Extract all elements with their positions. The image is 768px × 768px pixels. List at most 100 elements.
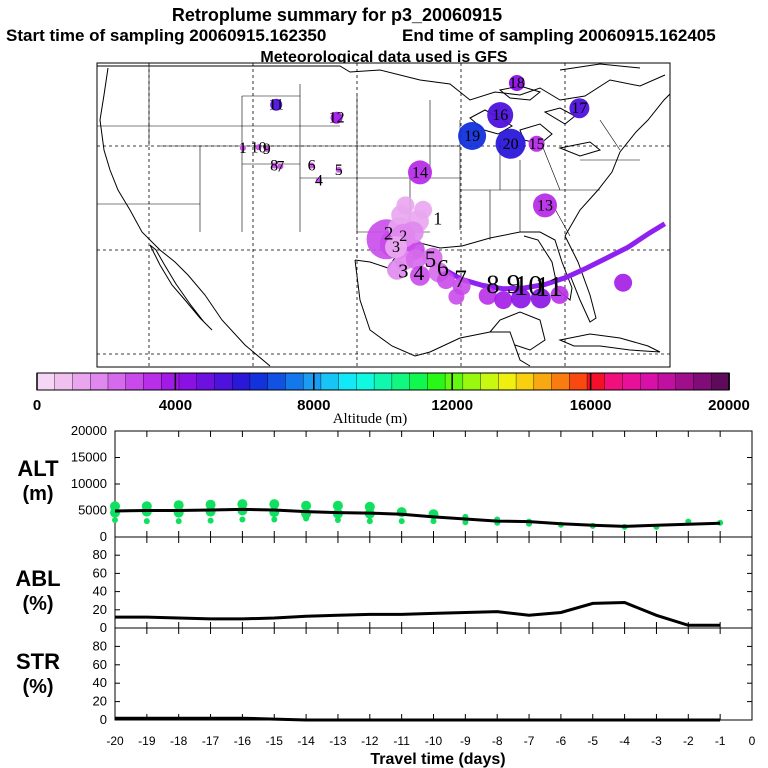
x-tick-label: -17 [202,734,220,748]
panel-alt: ALT (m) 0 5000 10000 15000 20000 [17,423,753,544]
alt-point [175,518,182,525]
y-tick-label: 20000 [71,423,107,438]
map-coastlines [97,63,671,367]
x-tick-label: -10 [425,734,443,748]
plume-circle [495,128,526,159]
plume-day-label-main: 11 [535,271,563,303]
alt-point [366,518,373,525]
alt-point [271,516,278,523]
plume-day-label-main: 8 [486,269,499,299]
colorbar-cell [551,372,571,391]
panel-abl: ABL (%) 0 20 40 60 80 [15,536,753,635]
colorbar-cell [178,372,198,391]
plume-day-label: 2 [399,228,407,245]
x-tick-label: -8 [492,734,503,748]
plume-day-label-main: 4 [414,261,425,285]
colorbar-cell [391,372,411,391]
x-tick-label: -18 [170,734,188,748]
plume-day-label-main: 10 [514,270,543,302]
series-line [115,716,721,722]
colorbar-tick-label: 12000 [431,397,473,414]
figure-title: Retroplume summary for p3_20060915 [172,5,502,25]
colorbar-cell [214,372,233,391]
panel-ylabel-line: (m) [22,483,53,505]
plume-circle [405,249,426,270]
panel-ylabel: ABL (%) [15,566,60,615]
plume-day-label: 7 [276,158,284,175]
plume-circle [263,146,270,152]
plume-day-label: 10 [251,139,267,156]
plume-day-label-main: 1 [433,209,442,229]
plume-day-label: 13 [537,197,553,214]
colorbar-cell [267,372,287,391]
y-tick-label: 20 [93,694,107,709]
colorbar-cell [427,372,446,391]
plume-circle [530,288,551,309]
plume-circle [396,196,415,215]
plume-circles [239,75,633,310]
y-tick-label: 10000 [71,476,107,491]
plume-circle [448,288,465,305]
panel-ylabel-line: STR [16,649,60,674]
x-tick-label: -5 [587,734,598,748]
plume-day-label-main: 3 [398,261,408,283]
alt-point [205,499,216,510]
plume-circle [270,98,283,111]
panel-ylabel-line: (%) [22,676,53,698]
colorbar-cell [462,372,482,391]
alt-point [173,500,184,511]
panel-ylabel-line: (%) [22,593,53,615]
x-tick-label: -14 [297,734,315,748]
y-tick-label: 0 [100,712,107,727]
colorbar-cell [107,372,127,391]
colorbar-cell [586,372,606,391]
plume-circle [478,286,497,305]
alt-mean-line [114,507,721,528]
plume-day-label-main: 6 [437,256,449,282]
colorbar-cell [604,372,624,391]
plume-day-label-main: 7 [454,266,467,293]
plume-circle [528,135,545,152]
colorbar-cell [444,372,464,391]
colorbar-cell [711,372,730,391]
colorbar-cell [693,372,713,391]
y-tick-label: 80 [93,638,107,653]
alt-point [301,500,312,511]
x-tick-label: -16 [234,734,252,748]
panel-frame [114,627,753,721]
colorbar-cell [480,372,500,391]
colorbar-cell [640,372,659,391]
plume-circle [255,144,262,151]
alt-point [112,517,118,523]
plume-circle [330,111,343,124]
plume-circle [511,288,531,309]
colorbar-cell [36,372,56,391]
x-axis-label: Travel time (days) [370,751,505,768]
x-tick-label: -15 [266,734,284,748]
y-tick-label: 60 [93,657,107,672]
alt-point [205,506,216,517]
colorbar-cell [161,372,180,391]
x-tick-label: -2 [683,734,694,748]
alt-point [143,518,150,525]
colorbar-cell [143,372,163,391]
plume-circle [487,102,514,129]
y-tick-label: 40 [93,584,107,599]
colorbar-cell [373,372,393,391]
colorbar-cell [125,372,145,391]
colorbar-cell [302,372,322,391]
plume-day-label: 8 [270,158,278,175]
plume-day-label: 12 [329,110,345,127]
x-tick-label: -12 [361,734,379,748]
colorbar-cell [356,372,375,391]
colorbar-cell [675,372,695,391]
x-tick-label: 0 [749,734,756,748]
x-tick-label: -9 [460,734,471,748]
plume-circle [277,163,284,170]
plume-circle [335,166,342,173]
plume-day-label: 6 [308,158,316,175]
plume-circle [387,259,407,280]
